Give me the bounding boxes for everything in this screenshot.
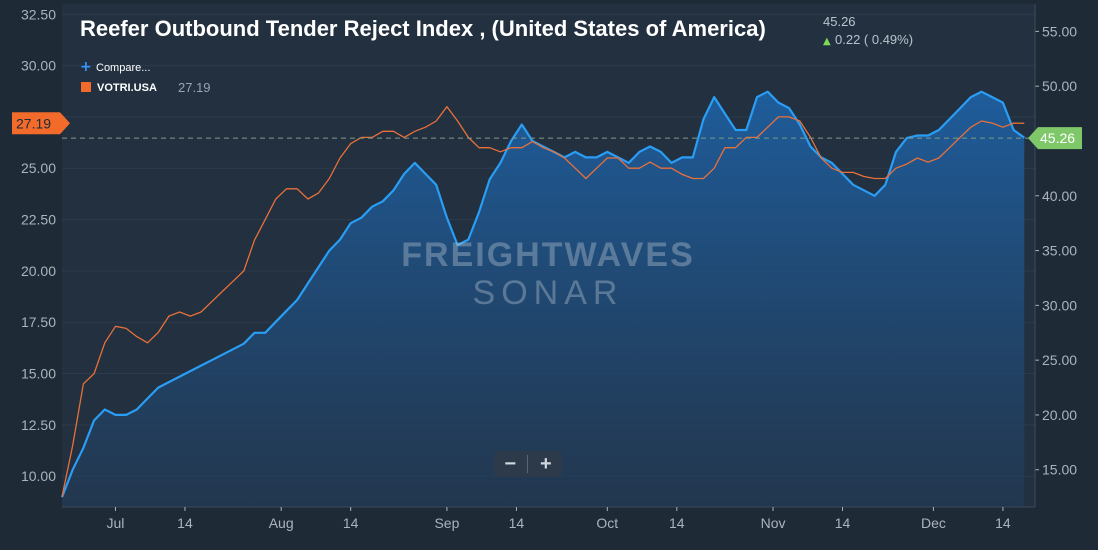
compare-area [62,91,1025,507]
y-left-tick-label: 22.50 [21,212,56,228]
zoom-out-button[interactable]: − [504,453,516,475]
y-left-tick-label: 25.00 [21,160,56,176]
current-value: 45.26 [823,14,856,29]
y-left-tick-label: 30.00 [21,58,56,74]
orange-square-icon [81,82,91,92]
badge-right-text: 45.26 [1040,130,1075,146]
chart-title: Reefer Outbound Tender Reject Index , (U… [80,16,766,41]
legend-value-votri: 27.19 [178,80,211,95]
x-tick-label: Nov [761,515,786,531]
y-right-tick-label: 40.00 [1042,188,1077,204]
zoom-in-button[interactable]: + [539,453,552,475]
y-right-tick-label: 30.00 [1042,297,1077,313]
x-tick-label: 14 [177,515,193,531]
x-tick-label: Sep [434,515,459,531]
series-area-0 [62,91,1025,507]
last-value-badge-right: 45.26 [1028,127,1082,150]
y-left-tick-label: 17.50 [21,314,56,330]
zoom-controls: − + [494,451,562,477]
watermark-line2: SONAR [473,274,624,312]
plus-icon[interactable]: + [80,59,92,75]
x-tick-label: 14 [343,515,359,531]
x-tick-label: Jul [107,515,125,531]
x-tick-label: 14 [669,515,685,531]
y-left-tick-label: 20.00 [21,263,56,279]
y-left-tick-label: 15.00 [21,366,56,382]
header: Reefer Outbound Tender Reject Index , (U… [80,14,913,47]
watermark-line1: FREIGHTWAVES [401,236,695,274]
y-left-tick-label: 32.50 [21,6,56,22]
legend[interactable]: + Compare... VOTRI.USA 27.19 [80,59,211,95]
watermark: FREIGHTWAVES SONAR [401,236,695,312]
y-right-tick-label: 20.00 [1042,407,1077,423]
y-right-tick-label: 55.00 [1042,23,1077,39]
y-right-tick-label: 50.00 [1042,78,1077,94]
x-tick-label: Oct [596,515,618,531]
y-right-tick-label: 35.00 [1042,243,1077,259]
series-line-0 [60,90,1025,498]
last-value-badge-left: 27.19 [12,112,70,135]
x-tick-label: 14 [835,515,851,531]
x-tick-label: Aug [269,515,294,531]
x-axis: Jul 14 Aug 14 Sep 14 Oct 14 Nov 14 Dec 14 [62,506,1035,531]
badge-left-text: 27.19 [16,115,51,131]
change-value: 0.22 ( 0.49%) [835,32,913,47]
x-tick-label: Dec [921,515,946,531]
series-lines [60,90,1025,498]
x-tick-label: 14 [509,515,525,531]
change-arrow-icon: ▲ [823,36,831,47]
legend-label-compare[interactable]: Compare... [96,62,150,74]
x-tick-label: 14 [995,515,1011,531]
y-left-tick-label: 12.50 [21,417,56,433]
y-left-tick-label: 10.00 [21,468,56,484]
y-right-tick-label: 15.00 [1042,462,1077,478]
y-right-tick-label: 25.00 [1042,352,1077,368]
legend-label-votri[interactable]: VOTRI.USA [97,82,157,94]
series-line-1 [61,106,1025,497]
zoom-divider [527,455,529,473]
